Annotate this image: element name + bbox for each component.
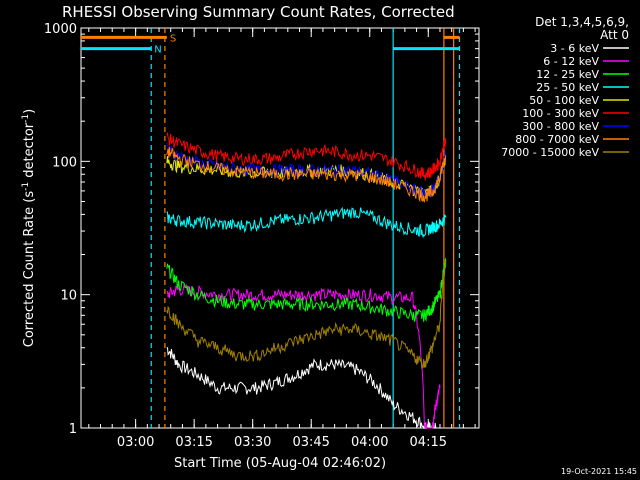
x-tick-label: 03:15 xyxy=(175,435,212,450)
legend-title: Det 1,3,4,5,6,9, xyxy=(535,15,629,29)
x-tick-label: 04:15 xyxy=(410,435,447,450)
legend-label: 300 - 800 keV xyxy=(522,120,599,133)
chart-title: RHESSI Observing Summary Count Rates, Co… xyxy=(62,3,455,21)
series-line xyxy=(166,131,447,181)
flag-label: S xyxy=(170,33,176,44)
legend-label: 12 - 25 keV xyxy=(536,68,599,81)
series-line xyxy=(166,146,446,203)
x-tick-label: 03:00 xyxy=(117,435,154,450)
plot-frame xyxy=(80,27,480,429)
y-axis-label-sup2: -1 xyxy=(21,114,31,123)
x-tick-label: 03:45 xyxy=(292,435,329,450)
y-tick-label: 100 xyxy=(52,155,77,170)
x-tick-label: 03:30 xyxy=(234,435,271,450)
flag-layer: SN xyxy=(81,33,460,56)
y-axis-label-end: ) xyxy=(22,109,37,114)
y-tick-label: 1000 xyxy=(44,22,77,37)
y-axis-label-mid: detector xyxy=(22,122,37,182)
y-axis-label: Corrected Count Rate (s-1 detector-1) xyxy=(21,109,37,347)
legend-label: 3 - 6 keV xyxy=(550,42,599,55)
series-layer xyxy=(166,131,447,430)
legend-label: 100 - 300 keV xyxy=(522,107,599,120)
series-line xyxy=(166,206,447,239)
series-line xyxy=(166,257,447,322)
series-line xyxy=(166,283,441,429)
legend-label: 800 - 7000 keV xyxy=(515,133,599,146)
footer-date: 19-Oct-2021 15:45 xyxy=(561,467,637,476)
series-line xyxy=(166,347,437,430)
x-axis-label: Start Time (05-Aug-04 02:46:02) xyxy=(174,456,386,471)
legend-label: 6 - 12 keV xyxy=(543,55,599,68)
flag-label: N xyxy=(154,45,161,56)
y-axis-label-main: Corrected Count Rate (s xyxy=(22,191,37,348)
y-tick-label: 1 xyxy=(69,422,77,437)
x-tick-label: 04:00 xyxy=(351,435,388,450)
y-tick-label: 10 xyxy=(60,289,77,304)
legend-label: 50 - 100 keV xyxy=(529,94,599,107)
legend-label: 7000 - 15000 keV xyxy=(501,146,599,159)
series-line xyxy=(166,260,447,369)
legend-subtitle: Att 0 xyxy=(600,28,629,42)
legend-label: 25 - 50 keV xyxy=(536,81,599,94)
y-axis-label-sup: -1 xyxy=(21,182,31,191)
axes-layer: 1 10 100 1000 03:00 03:15 03:30 03:45 04:00 04:15 xyxy=(44,22,479,450)
